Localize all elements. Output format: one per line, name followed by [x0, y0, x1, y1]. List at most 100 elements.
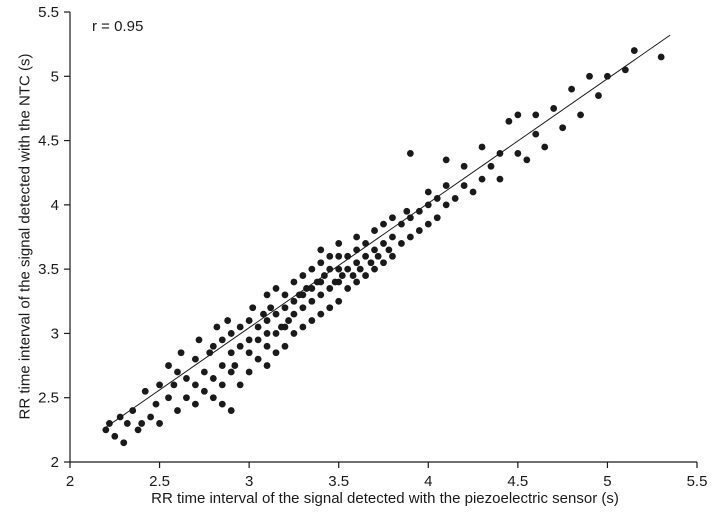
data-point [106, 420, 113, 427]
data-point [156, 420, 163, 427]
data-point [362, 240, 369, 247]
data-point [403, 207, 411, 215]
data-point [299, 304, 307, 312]
data-point [152, 400, 160, 408]
data-point [385, 246, 393, 254]
x-tick-label: 3.5 [328, 473, 349, 490]
data-point [209, 394, 217, 402]
x-tick-label: 4 [424, 473, 432, 490]
data-point [406, 150, 414, 157]
data-point [183, 394, 190, 402]
data-point [267, 304, 275, 312]
data-point [630, 47, 638, 54]
data-point [254, 323, 262, 331]
data-point [362, 272, 369, 279]
data-point [371, 227, 378, 234]
data-point [514, 111, 522, 119]
data-point [389, 233, 396, 241]
data-point [326, 252, 334, 260]
data-point [326, 265, 334, 273]
data-point [102, 426, 110, 434]
data-point [141, 387, 149, 395]
data-point [374, 252, 382, 260]
data-point [380, 259, 387, 267]
data-point [285, 317, 292, 324]
data-point [245, 349, 253, 357]
data-point [245, 336, 253, 344]
data-point [224, 317, 232, 324]
data-point [227, 349, 235, 357]
data-point [604, 72, 611, 80]
data-point [254, 336, 262, 344]
data-point [442, 201, 450, 209]
data-point [165, 394, 172, 402]
data-point [496, 150, 504, 157]
data-point [442, 156, 450, 164]
data-point [165, 362, 172, 369]
data-point [206, 349, 214, 357]
x-tick-label: 2.5 [149, 473, 170, 490]
data-point [272, 349, 280, 357]
data-point [398, 240, 405, 247]
data-point [281, 342, 289, 350]
data-point [424, 201, 432, 209]
data-point [218, 336, 226, 344]
data-point [218, 362, 226, 369]
data-point [281, 323, 289, 331]
data-point [263, 362, 271, 369]
data-point [367, 259, 375, 267]
data-point [559, 124, 567, 132]
data-point [263, 330, 271, 337]
x-tick-label: 5 [603, 473, 611, 490]
data-point [657, 53, 665, 61]
data-point [415, 227, 423, 234]
data-point [320, 272, 328, 279]
data-point [147, 413, 155, 421]
data-point [227, 407, 235, 414]
x-axis-label: RR time interval of the signal detected … [151, 490, 619, 507]
data-point [335, 297, 343, 305]
data-point [523, 156, 531, 164]
data-point [353, 259, 361, 267]
data-point [326, 304, 334, 312]
data-point [317, 246, 325, 254]
data-point [156, 381, 163, 389]
data-point [532, 111, 540, 119]
data-point [460, 182, 468, 189]
data-point [380, 240, 387, 247]
data-point [389, 252, 396, 260]
data-point [281, 304, 289, 312]
correlation-annotation: r = 0.95 [92, 18, 144, 35]
data-point [170, 381, 178, 389]
data-point [398, 220, 405, 228]
data-point [406, 214, 414, 222]
data-point [200, 368, 208, 376]
data-point [335, 252, 343, 260]
data-point [451, 195, 459, 202]
data-point [317, 259, 325, 267]
data-point [335, 265, 343, 273]
data-point [415, 207, 423, 215]
data-point [371, 265, 378, 273]
data-point [120, 439, 128, 447]
data-point [281, 291, 289, 299]
data-point [460, 162, 468, 170]
data-point [478, 143, 486, 151]
data-point [317, 278, 325, 286]
data-point [263, 291, 271, 299]
data-point [138, 420, 146, 427]
data-point [442, 182, 450, 189]
data-point [200, 387, 208, 395]
y-tick-label: 2.5 [38, 390, 59, 407]
data-point [209, 375, 217, 382]
data-point [272, 285, 280, 292]
data-point [192, 381, 199, 389]
data-point [335, 240, 343, 247]
data-point [550, 105, 558, 112]
data-point [111, 432, 119, 440]
data-point [236, 342, 244, 350]
y-tick-label: 3 [51, 325, 59, 342]
data-point [541, 143, 549, 151]
data-point [272, 330, 280, 337]
data-point [308, 265, 316, 273]
